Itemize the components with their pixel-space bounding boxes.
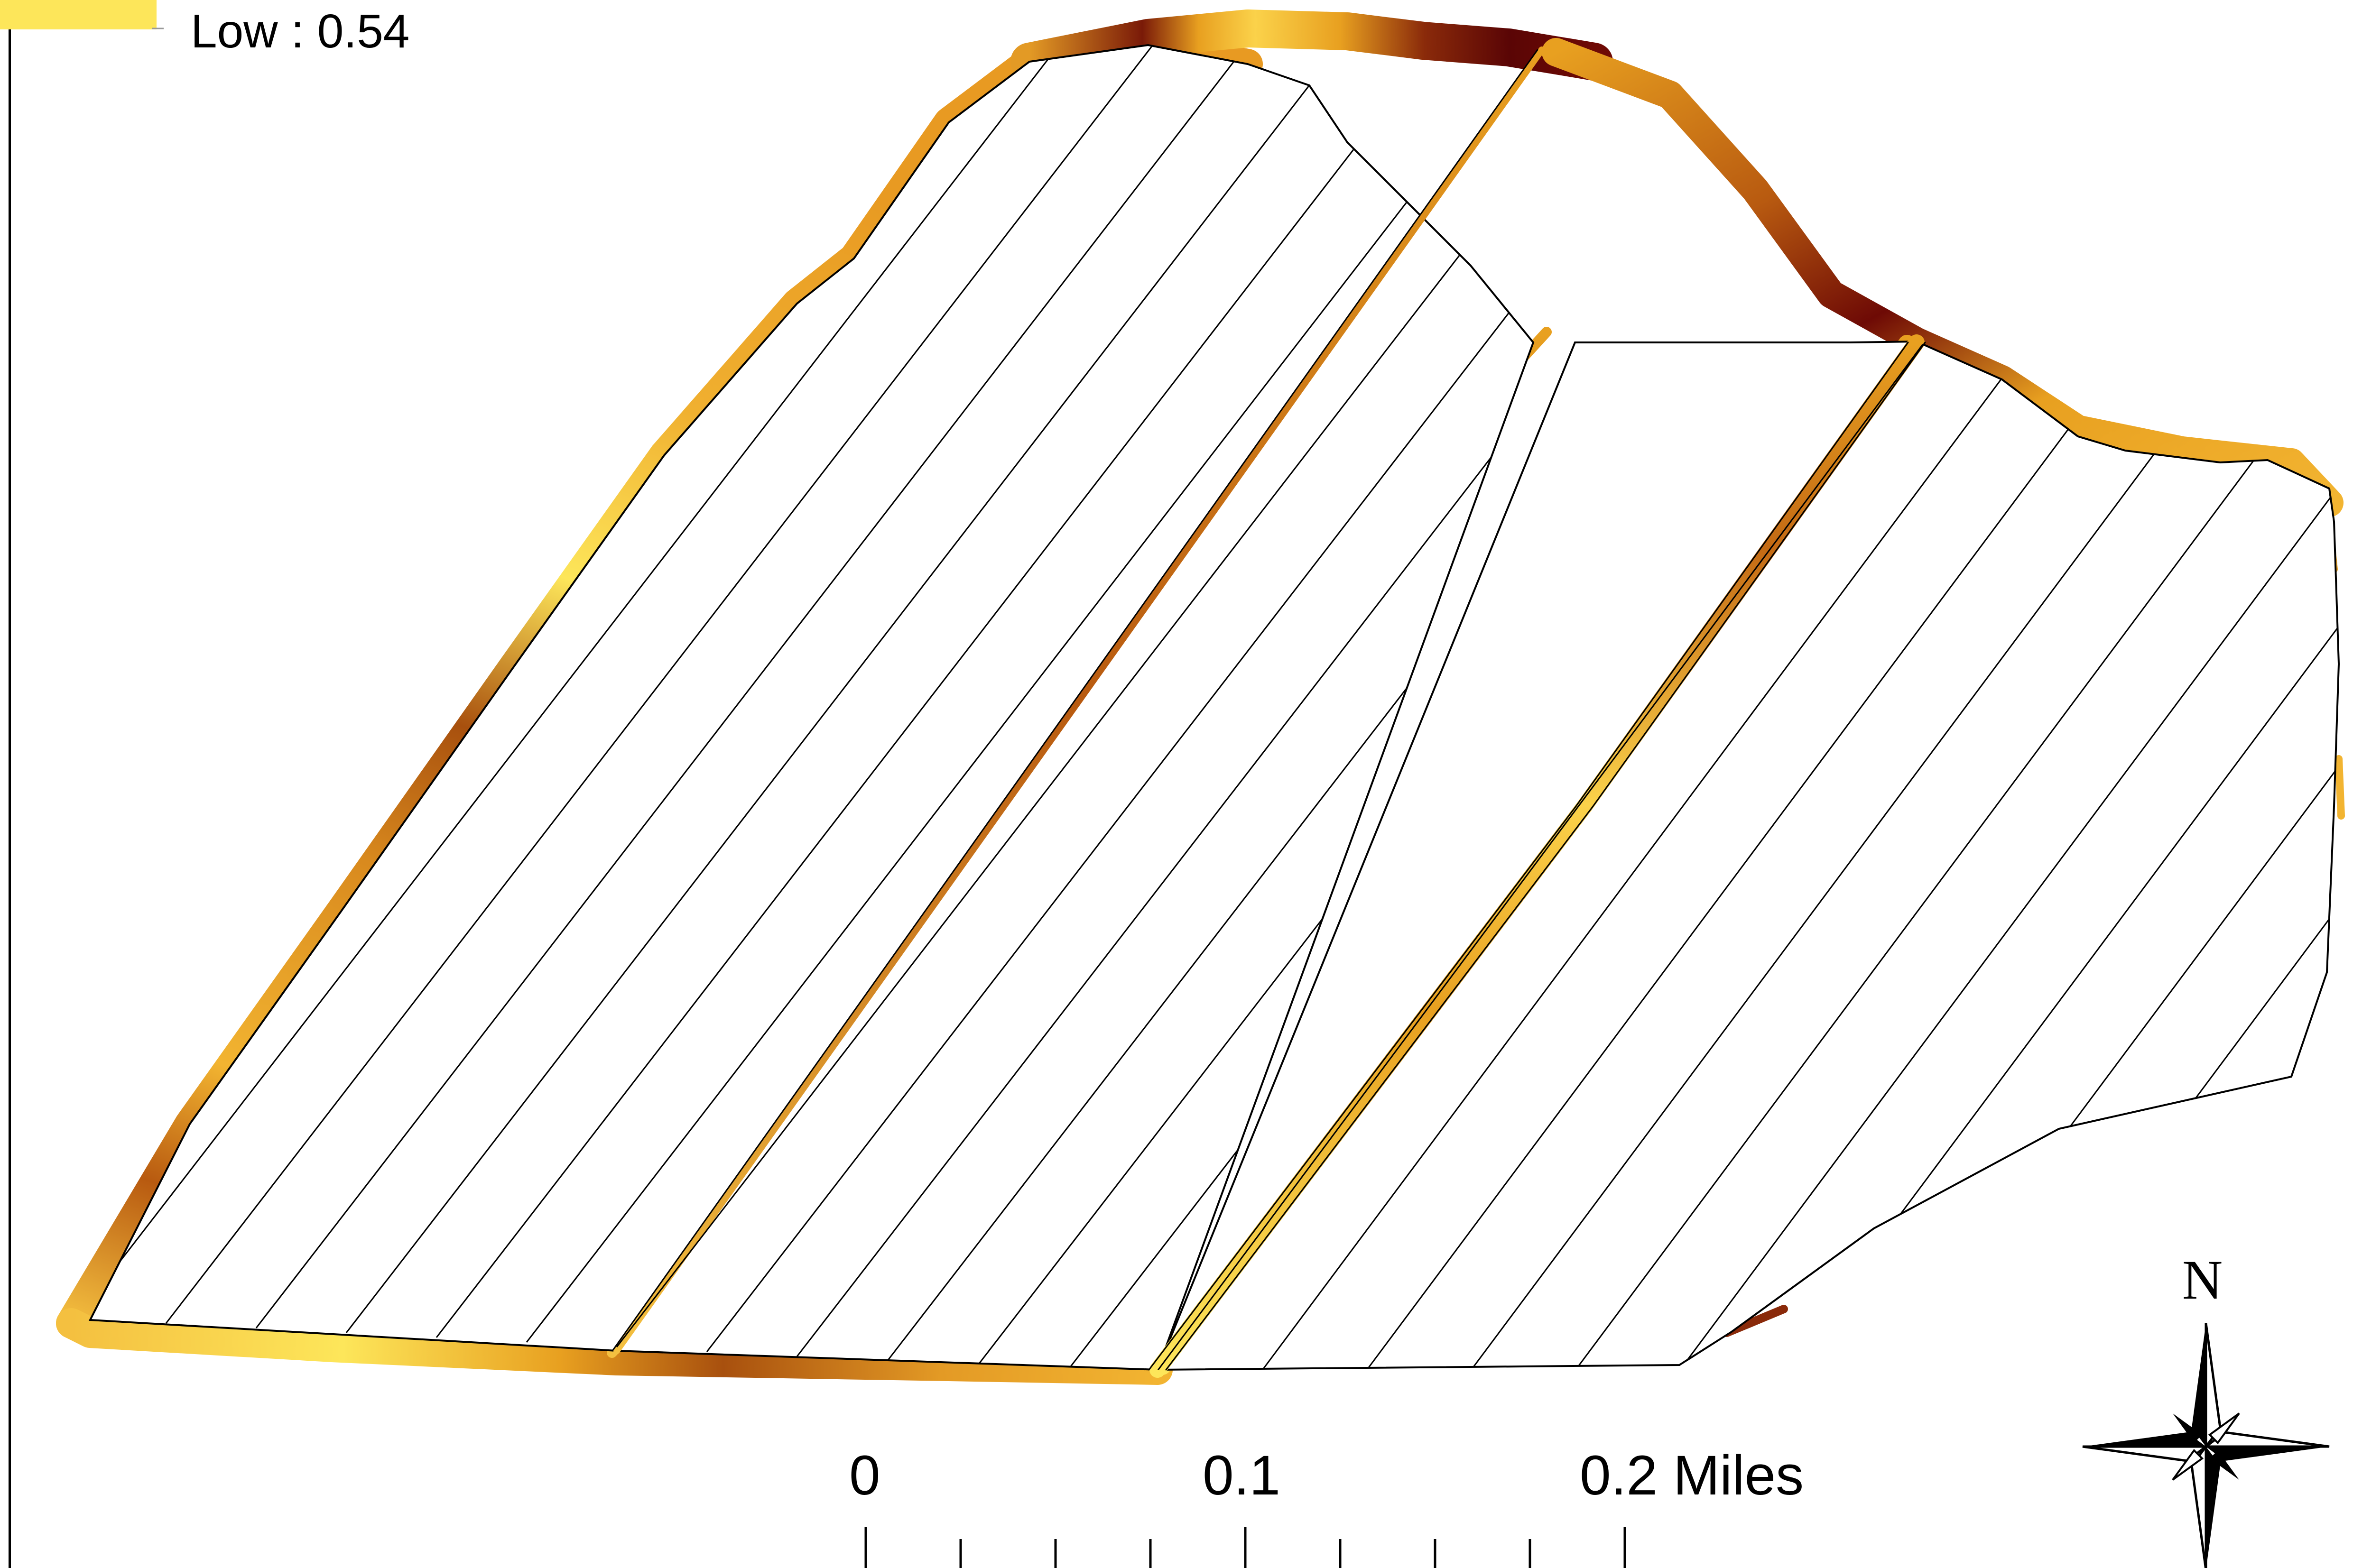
scale-label-0.2-miles: 0.2 Miles xyxy=(1580,1444,1804,1507)
interior-strips xyxy=(611,46,1926,1378)
scale-label-0: 0 xyxy=(849,1444,880,1507)
scale-label-0.1: 0.1 xyxy=(1203,1444,1281,1507)
field-polygons xyxy=(88,44,2340,1371)
field-east xyxy=(1156,340,2340,1371)
legend-swatch-low xyxy=(0,0,157,29)
legend-low-label: Low : 0.54 xyxy=(191,5,410,58)
map-border-left xyxy=(9,0,11,1568)
field-west xyxy=(88,44,1535,1371)
hatch-west xyxy=(90,45,1533,1370)
scale-bar xyxy=(864,1527,1626,1568)
north-label: N xyxy=(2182,1249,2223,1311)
legend xyxy=(0,0,164,29)
north-arrow-icon xyxy=(2082,1323,2330,1568)
